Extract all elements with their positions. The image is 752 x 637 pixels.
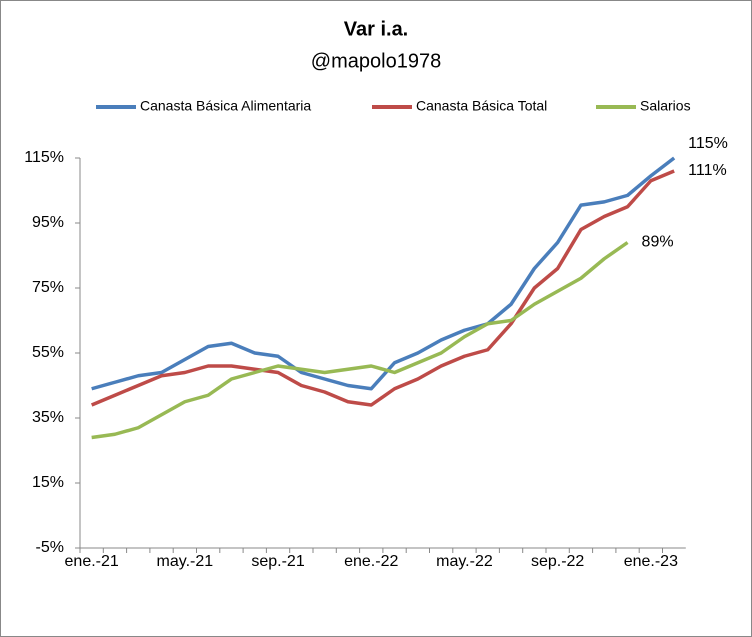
y-tick-label: 95% <box>32 214 64 231</box>
y-tick-label: 75% <box>32 279 64 296</box>
data-label: 111% <box>688 162 727 179</box>
chart-subtitle: @mapolo1978 <box>311 50 441 72</box>
x-tick-label: ene.-21 <box>65 553 119 570</box>
chart-title: Var i.a. <box>344 18 409 40</box>
series-line <box>90 169 675 407</box>
x-tick-label: may.-21 <box>157 553 214 570</box>
y-tick-label: 55% <box>32 344 64 361</box>
series-line <box>91 156 676 391</box>
legend-label: Canasta Básica Total <box>416 98 547 114</box>
series-line <box>91 241 629 440</box>
y-tick-label: -5% <box>36 539 64 556</box>
data-label: 89% <box>642 234 674 251</box>
y-tick-label: 115% <box>24 149 64 166</box>
legend-label: Salarios <box>640 98 691 114</box>
x-tick-label: ene.-23 <box>624 553 678 570</box>
legend-label: Canasta Básica Alimentaria <box>140 98 311 114</box>
x-tick-label: may.-22 <box>436 553 493 570</box>
y-tick-label: 35% <box>32 409 64 426</box>
data-label: 115% <box>688 135 728 152</box>
x-tick-label: ene.-22 <box>344 553 398 570</box>
x-tick-label: sep.-22 <box>531 553 584 570</box>
y-tick-label: 15% <box>32 474 64 491</box>
x-tick-label: sep.-21 <box>251 553 304 570</box>
